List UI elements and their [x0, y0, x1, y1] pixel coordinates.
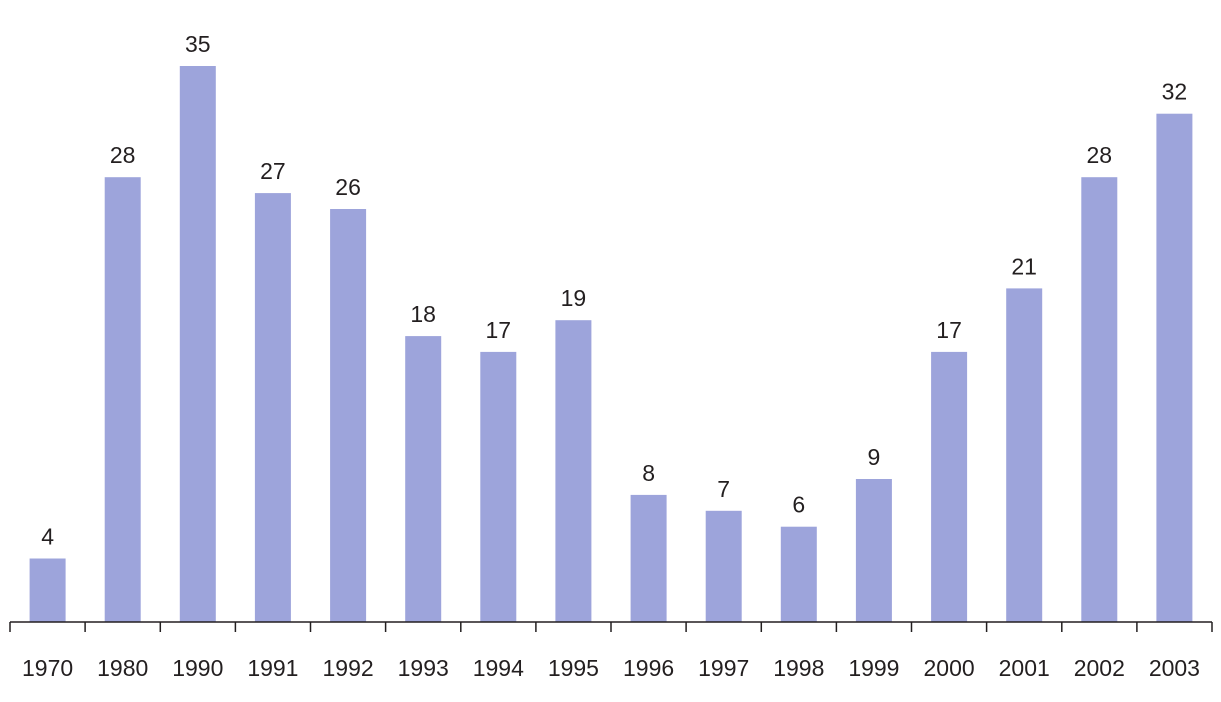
x-tick-labels: 1970 1980 1990 1991 1992 1993 1994 1995 1996 1997… [22, 655, 1200, 681]
value-label-2001: 21 [1011, 253, 1037, 279]
bar-1994 [480, 351, 517, 622]
x-tick-label-1999: 1999 [848, 655, 899, 681]
bar-1997 [705, 510, 742, 622]
x-tick-label-2003: 2003 [1149, 655, 1200, 681]
bar-2001 [1006, 288, 1043, 622]
x-tick-label-1980: 1980 [97, 655, 148, 681]
bar-1991 [254, 193, 291, 622]
bar-1993 [405, 336, 442, 622]
x-tick-label-2001: 2001 [999, 655, 1050, 681]
x-tick-label-1992: 1992 [323, 655, 374, 681]
value-label-1993: 18 [410, 301, 436, 327]
value-label-1999: 9 [868, 444, 881, 470]
bar-2003 [1156, 113, 1193, 622]
value-label-1998: 6 [792, 492, 805, 518]
value-label-1997: 7 [717, 476, 730, 502]
bar-1990 [179, 66, 216, 622]
x-tick-label-1996: 1996 [623, 655, 674, 681]
bar-2002 [1081, 177, 1118, 622]
bar-1998 [780, 526, 817, 622]
value-label-1990: 35 [185, 31, 211, 57]
value-label-1992: 26 [335, 174, 361, 200]
bar-1996 [630, 494, 667, 622]
bar-1970 [29, 558, 66, 622]
bar-2000 [931, 351, 968, 622]
value-label-1994: 17 [486, 317, 512, 343]
x-tick-label-1995: 1995 [548, 655, 599, 681]
x-tick-label-1990: 1990 [172, 655, 223, 681]
x-tick-label-1970: 1970 [22, 655, 73, 681]
value-label-2000: 17 [936, 317, 962, 343]
bars [29, 66, 1193, 622]
value-label-2003: 32 [1162, 79, 1188, 105]
x-tick-label-1994: 1994 [473, 655, 524, 681]
value-label-2002: 28 [1087, 142, 1113, 168]
x-tick-label-1991: 1991 [247, 655, 298, 681]
bar-1995 [555, 320, 592, 622]
bar-1980 [104, 177, 141, 622]
x-tick-label-2002: 2002 [1074, 655, 1125, 681]
value-label-1995: 19 [561, 285, 587, 311]
x-tick-label-1993: 1993 [398, 655, 449, 681]
value-label-1980: 28 [110, 142, 136, 168]
value-label-1991: 27 [260, 158, 286, 184]
value-label-1970: 4 [41, 524, 54, 550]
bar-1992 [330, 209, 367, 622]
value-label-1996: 8 [642, 460, 655, 486]
x-axis [9, 621, 1213, 632]
bar-1999 [855, 479, 892, 622]
value-labels: 4 28 35 27 26 18 17 19 8 7 6 9 17 21 28 32 [41, 31, 1187, 550]
x-tick-label-1997: 1997 [698, 655, 749, 681]
x-tick-label-1998: 1998 [773, 655, 824, 681]
x-tick-label-2000: 2000 [924, 655, 975, 681]
